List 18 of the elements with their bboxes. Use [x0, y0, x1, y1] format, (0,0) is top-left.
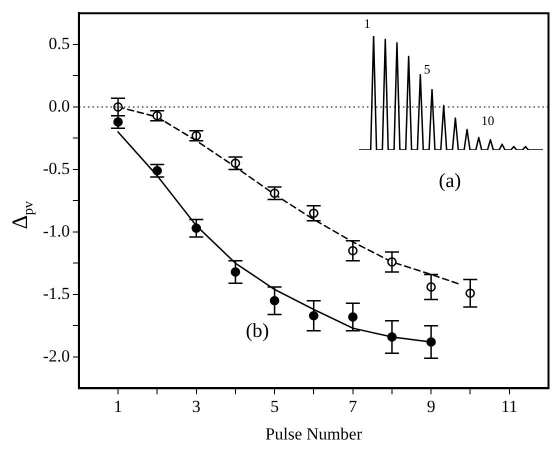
y-tick-label: -0.5: [42, 158, 70, 178]
x-tick-label: 5: [270, 396, 279, 416]
y-tick-label: -1.0: [42, 221, 70, 240]
y-tick-label: -1.5: [42, 284, 70, 303]
annotation: (a): [438, 170, 461, 192]
y-tick-label: 0.0: [48, 96, 70, 116]
x-tick-label: 3: [192, 396, 201, 416]
annotation: 5: [424, 62, 430, 77]
x-tick-label: 7: [348, 396, 358, 416]
x-axis-title: Pulse Number: [265, 424, 362, 444]
y-tick-label: -2.0: [42, 346, 70, 366]
x-tick-label: 1: [114, 396, 122, 416]
annotation: 10: [481, 112, 494, 128]
x-tick-label: 11: [501, 396, 518, 416]
y-tick-label: 0.5: [48, 34, 70, 53]
annotation: 1: [364, 16, 371, 32]
annotation: (b): [246, 320, 270, 342]
x-tick-label: 9: [426, 396, 436, 416]
